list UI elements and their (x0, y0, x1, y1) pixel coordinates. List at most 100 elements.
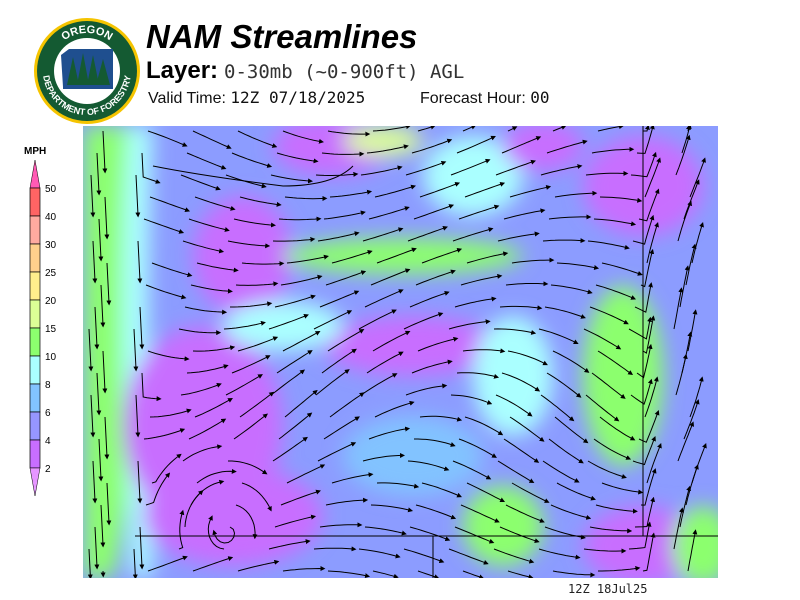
streamline (325, 270, 367, 286)
streamline (417, 570, 440, 578)
streamline (90, 394, 96, 438)
legend-tick-label: 2 (45, 464, 51, 475)
streamline (372, 126, 412, 132)
streamline (237, 336, 279, 352)
layer-line: Layer: 0-30mb (~0-900ft) AGL (146, 57, 464, 85)
streamline (94, 306, 100, 350)
streamline (182, 444, 223, 462)
streamline (638, 410, 660, 443)
streamline (374, 184, 416, 198)
streamline (186, 152, 227, 170)
streamline (466, 482, 506, 503)
streamline (237, 130, 278, 148)
streamline (679, 265, 690, 308)
streamline (376, 482, 420, 489)
streamline (511, 257, 555, 264)
streamline (448, 548, 489, 565)
streamline (550, 504, 592, 520)
streamline (319, 522, 363, 528)
streamline (364, 289, 404, 308)
streamline (362, 452, 405, 462)
streamline (149, 408, 192, 418)
streamline (507, 350, 548, 366)
streamline (679, 485, 692, 528)
streamline (325, 497, 369, 506)
streamline (587, 240, 630, 250)
streamline (538, 328, 579, 345)
wind-speed-fill (83, 126, 718, 578)
streamline (145, 284, 187, 300)
streamline (106, 482, 112, 526)
streamline (133, 328, 139, 372)
streamline (548, 438, 584, 464)
streamline (104, 196, 110, 240)
layer-value: 0-30mb (~0-900ft) AGL (224, 61, 465, 83)
streamline (366, 351, 404, 374)
streamline (315, 369, 350, 396)
streamline (644, 157, 661, 198)
streamline (417, 336, 459, 352)
streamline (228, 460, 268, 475)
streamline (360, 373, 398, 396)
streamline (452, 460, 492, 480)
streamline (583, 328, 622, 350)
model-timestamp: 12Z 18Jul25 (568, 582, 648, 596)
streamline (548, 214, 592, 220)
streamline (319, 290, 360, 308)
streamline (231, 355, 271, 374)
streamline (405, 160, 447, 176)
streamline (589, 526, 633, 534)
streamline (280, 274, 323, 286)
streamline (358, 309, 397, 330)
streamline (268, 539, 311, 550)
streamline (507, 570, 534, 578)
streamline (505, 504, 545, 523)
valid-time-value: 12Z 07/18/2025 (230, 88, 366, 107)
streamline (501, 136, 542, 154)
streamline (554, 190, 598, 198)
streamlines (87, 126, 707, 578)
oregon-department-of-forestry-logo: OREGON DEPARTMENT OF FORESTRY (34, 18, 140, 124)
streamline (268, 314, 309, 330)
streamline (368, 206, 410, 220)
legend-swatch (29, 327, 41, 357)
streamline (276, 350, 313, 374)
streamline (135, 394, 141, 438)
streamline (272, 436, 308, 462)
streamline (270, 174, 313, 184)
streamline (313, 546, 357, 552)
streamline (585, 394, 620, 422)
streamline (540, 394, 575, 422)
streamline (370, 504, 414, 513)
streamline (415, 504, 457, 520)
streamline (642, 315, 656, 354)
streamline (409, 526, 451, 542)
streamline (225, 374, 263, 396)
legend-unit: MPH (24, 146, 47, 157)
streamline (597, 350, 634, 376)
streamline (315, 171, 359, 177)
streamline (452, 227, 494, 242)
streamline (282, 331, 321, 352)
streamline (184, 306, 228, 315)
streamline (640, 248, 655, 288)
streamline (419, 415, 463, 422)
streamline (192, 130, 232, 149)
streamline (538, 548, 581, 560)
streamline (141, 152, 161, 184)
streamline (230, 301, 273, 308)
streamline (188, 418, 227, 440)
streamline (327, 130, 371, 137)
streamline (192, 345, 236, 352)
streamline (591, 146, 635, 154)
streamline (358, 548, 401, 559)
streamline (503, 208, 546, 220)
streamline (589, 306, 629, 325)
streamline (495, 159, 536, 176)
streamline (147, 350, 190, 362)
streamline (100, 504, 106, 548)
streamline (284, 389, 318, 418)
forecast-hour-value: 00 (530, 88, 550, 107)
streamline (235, 504, 258, 540)
streamline (178, 328, 222, 336)
